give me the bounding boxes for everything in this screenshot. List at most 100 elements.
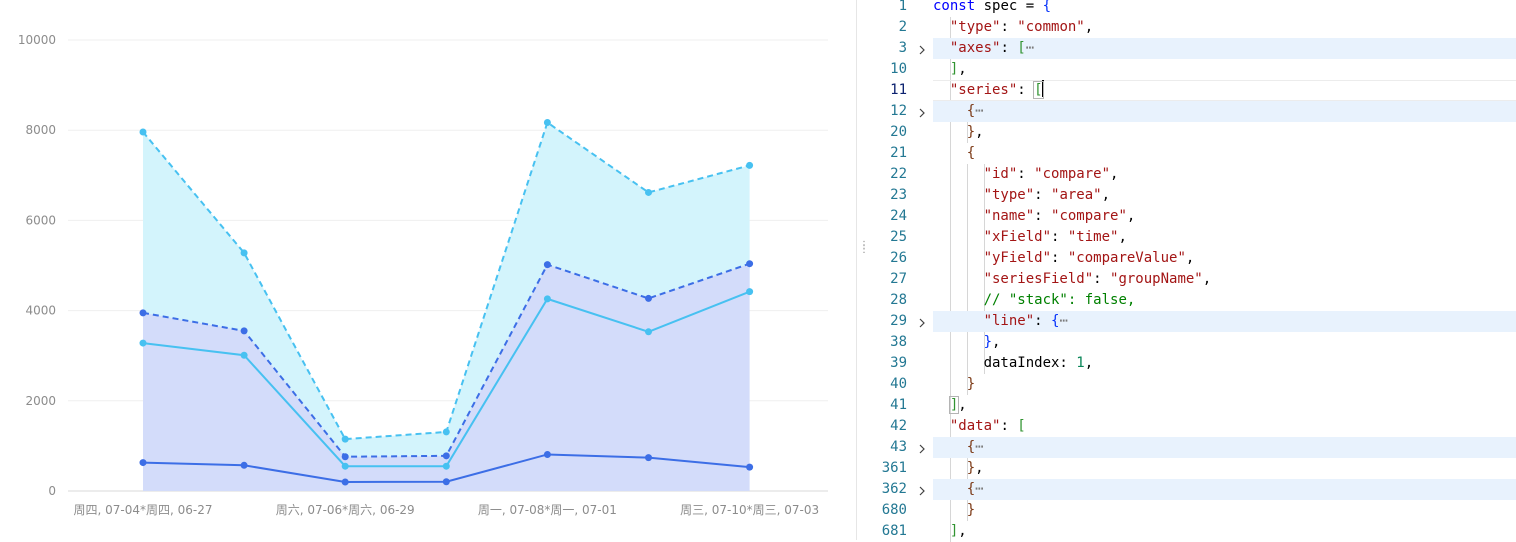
code-line[interactable]: 12 {⋯: [865, 101, 1516, 122]
code-text[interactable]: ],: [949, 61, 967, 77]
data-point: [442, 478, 450, 486]
line-number: 43: [890, 439, 907, 455]
code-line[interactable]: 27 "seriesField": "groupName",: [865, 269, 1516, 290]
fold-chevron-icon[interactable]: [917, 316, 927, 328]
code-line[interactable]: 38 },: [865, 332, 1516, 353]
data-point: [341, 462, 349, 470]
code-text[interactable]: ],: [948, 396, 967, 414]
x-tick-label: 周一, 07-08*周一, 07-01: [478, 503, 617, 517]
data-point: [240, 351, 248, 359]
code-line[interactable]: 361 },: [865, 458, 1516, 479]
y-tick-label: 4000: [25, 304, 56, 318]
area-chart[interactable]: 10000 8000 6000 4000 2000 0 周四, 07-04*周四, 06-2…: [0, 0, 856, 540]
code-text[interactable]: "id": "compare",: [983, 166, 1119, 182]
code-text[interactable]: {⋯: [966, 103, 984, 119]
code-text[interactable]: "axes": [⋯: [949, 40, 1035, 56]
code-line[interactable]: 42 "data": [: [865, 416, 1516, 437]
line-number: 1: [898, 0, 907, 14]
code-text[interactable]: // "stack": false,: [983, 292, 1136, 308]
line-number: 361: [881, 460, 907, 476]
code-text[interactable]: const spec = {: [933, 0, 1052, 14]
data-point: [139, 309, 147, 317]
code-text[interactable]: "type": "common",: [949, 19, 1094, 35]
code-text[interactable]: "line": {⋯: [983, 313, 1068, 329]
code-line[interactable]: 680 }: [865, 500, 1516, 521]
code-line[interactable]: 362 {⋯: [865, 479, 1516, 500]
y-tick-label: 0: [48, 484, 56, 498]
code-line[interactable]: 10 ],: [865, 59, 1516, 80]
folded-line-highlight: [933, 437, 1516, 458]
line-number: 27: [890, 271, 907, 287]
code-text[interactable]: },: [966, 460, 984, 476]
code-text[interactable]: "type": "area",: [983, 187, 1111, 203]
data-point: [139, 128, 147, 136]
code-line[interactable]: 11 "series": [: [865, 80, 1516, 101]
code-line[interactable]: 21 {: [865, 143, 1516, 164]
code-text[interactable]: }: [966, 502, 976, 518]
y-tick-label: 10000: [18, 33, 56, 47]
code-text[interactable]: }: [966, 376, 976, 392]
code-text[interactable]: "series": [: [949, 80, 1044, 99]
code-line[interactable]: 29 "line": {⋯: [865, 311, 1516, 332]
code-line[interactable]: 25 "xField": "time",: [865, 227, 1516, 248]
series-area-fill: [143, 122, 750, 467]
x-tick-label: 周六, 07-06*周六, 06-29: [276, 503, 415, 517]
code-line[interactable]: 22 "id": "compare",: [865, 164, 1516, 185]
data-point: [139, 339, 147, 347]
code-text[interactable]: "yField": "compareValue",: [983, 250, 1195, 266]
drag-handle-icon[interactable]: ⋮ ⋮: [859, 240, 869, 255]
line-number: 362: [881, 481, 907, 497]
data-point: [240, 327, 248, 335]
chart-pane[interactable]: 10000 8000 6000 4000 2000 0 周四, 07-04*周四, 06-2…: [0, 0, 856, 540]
folded-line-highlight: [933, 479, 1516, 500]
data-point: [746, 463, 754, 471]
data-point: [341, 435, 349, 443]
code-text[interactable]: "data": [: [949, 418, 1026, 434]
line-number: 42: [890, 418, 907, 434]
code-text[interactable]: {⋯: [966, 439, 984, 455]
indent-guide: [966, 101, 968, 143]
code-text[interactable]: "name": "compare",: [983, 208, 1136, 224]
fold-chevron-icon[interactable]: [917, 484, 927, 496]
code-line[interactable]: 23 "type": "area",: [865, 185, 1516, 206]
line-number: 29: [890, 313, 907, 329]
code-line[interactable]: 2 "type": "common",: [865, 17, 1516, 38]
data-point: [645, 294, 652, 302]
code-text[interactable]: {⋯: [966, 481, 984, 497]
code-line[interactable]: 43 {⋯: [865, 437, 1516, 458]
line-number: 11: [890, 82, 907, 98]
indent-guide: [949, 17, 951, 542]
code-line[interactable]: 24 "name": "compare",: [865, 206, 1516, 227]
line-number: 40: [890, 376, 907, 392]
pane-splitter[interactable]: ⋮ ⋮: [856, 0, 869, 540]
code-line[interactable]: 39 dataIndex: 1,: [865, 353, 1516, 374]
code-line[interactable]: 28 // "stack": false,: [865, 290, 1516, 311]
code-text[interactable]: "seriesField": "groupName",: [983, 271, 1212, 287]
data-point: [543, 295, 551, 303]
line-number: 22: [890, 166, 907, 182]
code-line[interactable]: 681 ],: [865, 521, 1516, 542]
line-number: 23: [890, 187, 907, 203]
code-text[interactable]: ],: [949, 523, 967, 539]
code-text[interactable]: "xField": "time",: [983, 229, 1127, 245]
data-point: [240, 249, 248, 257]
code-text[interactable]: },: [966, 124, 984, 140]
fold-chevron-icon[interactable]: [917, 43, 927, 55]
fold-chevron-icon[interactable]: [917, 106, 927, 118]
code-line[interactable]: 41 ],: [865, 395, 1516, 416]
code-line[interactable]: 3 "axes": [⋯: [865, 38, 1516, 59]
fold-chevron-icon[interactable]: [917, 442, 927, 454]
data-point: [543, 261, 551, 269]
code-text[interactable]: },: [983, 334, 1001, 350]
code-line[interactable]: 1 const spec = {: [865, 0, 1516, 17]
code-line[interactable]: 26 "yField": "compareValue",: [865, 248, 1516, 269]
x-tick-label: 周四, 07-04*周四, 06-27: [74, 503, 213, 517]
code-line[interactable]: 20 },: [865, 122, 1516, 143]
data-point: [240, 461, 248, 469]
data-point: [645, 454, 652, 462]
data-point: [543, 119, 551, 127]
code-line[interactable]: 40 }: [865, 374, 1516, 395]
code-text[interactable]: dataIndex: 1,: [933, 355, 1094, 371]
code-text[interactable]: {: [966, 145, 976, 161]
code-editor[interactable]: 1 const spec = { 2 "type": "common", 3 "axe…: [865, 0, 1516, 542]
